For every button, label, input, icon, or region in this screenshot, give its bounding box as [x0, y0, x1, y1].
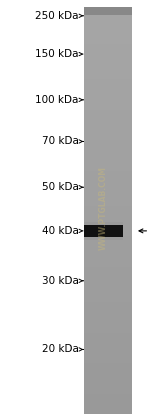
Bar — [84, 337, 132, 343]
Bar — [84, 307, 132, 312]
Bar — [84, 276, 132, 282]
Bar — [84, 225, 132, 231]
Bar — [84, 266, 132, 272]
Bar — [84, 200, 132, 206]
Bar — [84, 94, 132, 99]
Bar — [84, 220, 132, 226]
Bar — [84, 352, 132, 358]
Bar — [84, 251, 132, 257]
Bar — [84, 68, 132, 74]
Bar — [84, 302, 132, 307]
Text: 40 kDa: 40 kDa — [42, 226, 79, 236]
Text: 30 kDa: 30 kDa — [42, 276, 79, 286]
Bar — [84, 225, 123, 237]
Bar — [84, 79, 132, 84]
Bar — [84, 28, 132, 34]
Bar — [84, 291, 132, 297]
Bar — [84, 261, 132, 267]
Bar — [84, 286, 132, 292]
Bar — [84, 84, 132, 89]
Bar — [84, 408, 132, 414]
Bar — [84, 317, 132, 323]
Bar — [84, 378, 132, 384]
Bar — [84, 23, 132, 29]
Bar — [84, 7, 132, 13]
Bar — [84, 222, 123, 240]
Bar — [84, 63, 132, 69]
Bar — [84, 327, 132, 333]
Bar — [84, 53, 132, 59]
Bar — [84, 170, 132, 176]
Bar — [84, 124, 132, 130]
Bar — [84, 58, 132, 64]
Bar — [84, 210, 132, 216]
Bar — [84, 393, 132, 399]
Bar — [84, 149, 132, 155]
Text: 50 kDa: 50 kDa — [42, 182, 79, 192]
Text: 70 kDa: 70 kDa — [42, 136, 79, 146]
Bar — [84, 342, 132, 348]
Bar — [84, 256, 132, 262]
Bar — [84, 33, 132, 39]
Bar — [84, 185, 132, 191]
Bar — [84, 357, 132, 363]
Bar — [84, 403, 132, 409]
Bar — [84, 347, 132, 353]
Bar — [84, 109, 132, 115]
Bar — [84, 322, 132, 328]
Text: 250 kDa: 250 kDa — [35, 11, 79, 21]
Bar — [84, 383, 132, 389]
Bar — [84, 271, 132, 277]
Bar — [84, 180, 132, 186]
Bar — [84, 12, 132, 18]
Bar — [84, 230, 132, 236]
Bar — [84, 48, 132, 54]
Bar — [84, 373, 132, 379]
Bar — [84, 195, 132, 201]
Bar — [84, 312, 132, 317]
Bar — [84, 332, 132, 338]
Bar — [84, 134, 132, 140]
Bar — [84, 73, 132, 79]
Bar — [84, 215, 132, 221]
Bar — [84, 398, 132, 404]
Bar — [84, 144, 132, 150]
Text: 150 kDa: 150 kDa — [35, 49, 79, 59]
Bar — [84, 362, 132, 368]
Bar — [84, 235, 132, 242]
Bar — [84, 228, 123, 234]
Bar — [84, 129, 132, 135]
Bar — [84, 241, 132, 247]
Bar — [84, 38, 132, 44]
Bar — [84, 89, 132, 94]
Bar — [84, 190, 132, 196]
Text: WWW.PTGLAB.COM: WWW.PTGLAB.COM — [99, 166, 108, 250]
Bar — [84, 297, 132, 302]
Bar — [84, 43, 132, 49]
Bar — [84, 225, 123, 237]
Bar — [84, 119, 132, 125]
Bar — [84, 160, 132, 166]
Bar — [84, 99, 132, 105]
Bar — [84, 165, 132, 171]
Bar — [84, 154, 132, 161]
Bar — [84, 175, 132, 181]
Bar — [84, 205, 132, 211]
Bar — [84, 139, 132, 145]
Bar — [84, 246, 132, 252]
Bar — [84, 281, 132, 287]
Bar — [84, 114, 132, 120]
Text: 20 kDa: 20 kDa — [42, 344, 79, 354]
Bar — [84, 367, 132, 374]
Bar — [84, 388, 132, 394]
Bar — [84, 7, 132, 15]
Text: 100 kDa: 100 kDa — [35, 95, 79, 105]
Bar — [84, 17, 132, 24]
Bar — [84, 104, 132, 110]
